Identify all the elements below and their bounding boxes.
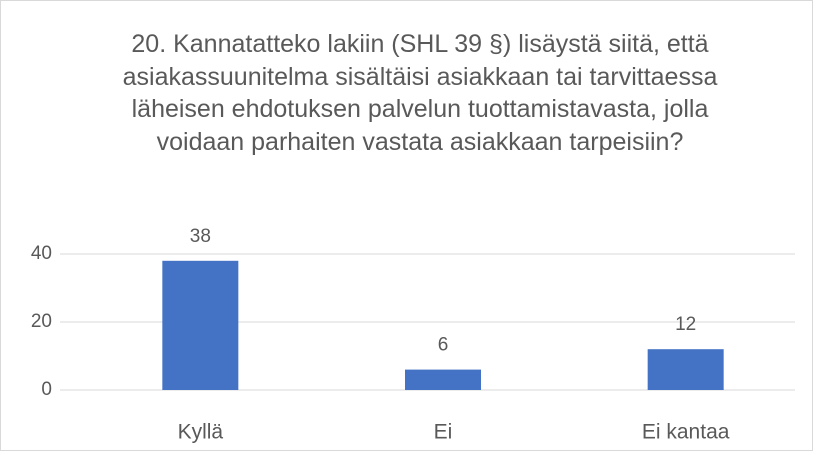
- y-tick-label: 20: [31, 311, 52, 332]
- x-tick-label: Kyllä: [178, 421, 224, 444]
- x-tick-label: Ei: [434, 421, 453, 444]
- y-tick-label: 40: [31, 243, 52, 264]
- chart-border: [0, 0, 813, 451]
- x-tick-label: Ei kantaa: [642, 421, 730, 444]
- value-label: 38: [190, 226, 211, 247]
- bar: [647, 349, 724, 390]
- bar: [162, 260, 239, 390]
- chart-title: 20. Kannatatteko lakiin (SHL 39 §) lisäy…: [122, 30, 718, 156]
- bar: [405, 369, 481, 390]
- value-label: 6: [438, 335, 449, 356]
- y-tick-label: 0: [41, 379, 52, 400]
- value-label: 12: [675, 314, 696, 335]
